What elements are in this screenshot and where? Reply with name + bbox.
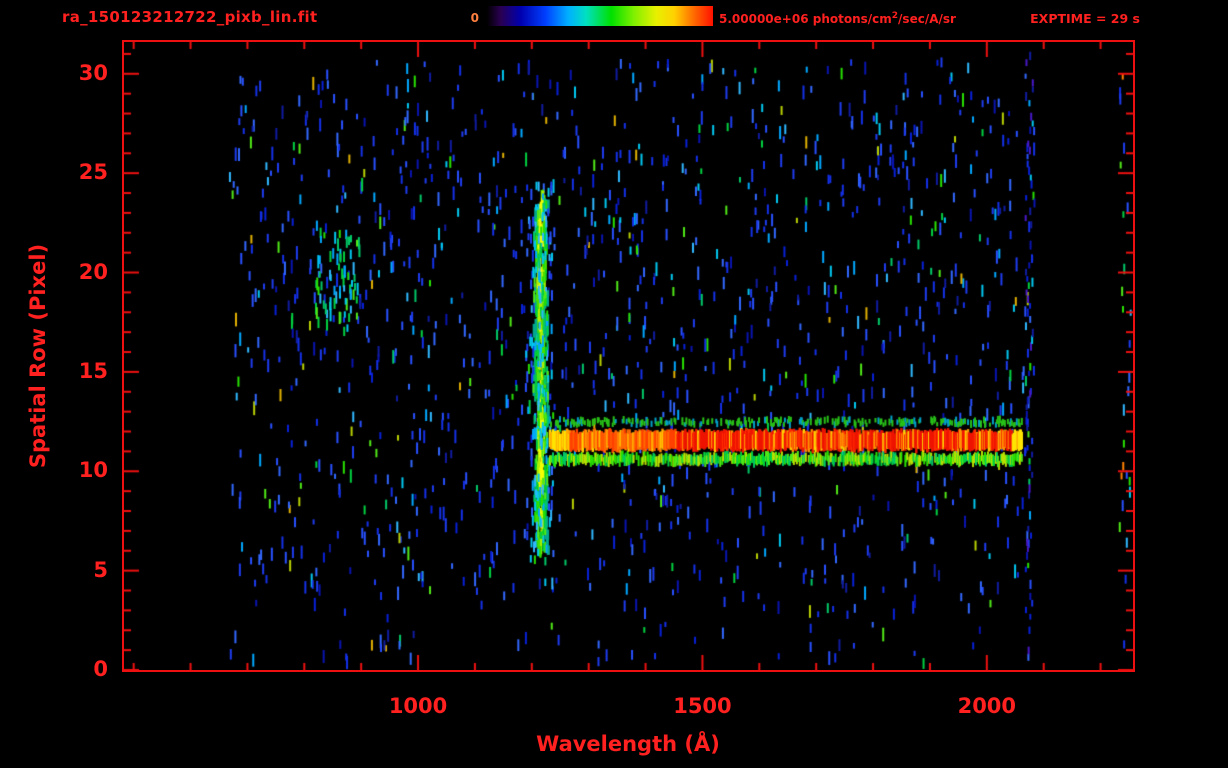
colorbar-min-label: 0	[470, 11, 479, 25]
colorbar-max-label: 5.00000e+06 photons/cm2/sec/A/sr	[719, 11, 956, 26]
y-tick-label: 20	[78, 259, 108, 284]
exptime-label: EXPTIME = 29 s	[1030, 11, 1140, 26]
y-tick-label: 0	[93, 657, 108, 681]
colorbar-max-prefix: 5.00000e+06 photons/cm	[719, 12, 892, 26]
y-tick-label: 5	[93, 557, 108, 582]
spectral-image-canvas	[124, 42, 1133, 670]
x-axis-title: Wavelength (Å)	[536, 732, 720, 756]
y-tick-label: 10	[78, 458, 108, 483]
y-axis-title: Spatial Row (Pixel)	[26, 243, 50, 469]
colorbar-gradient	[487, 6, 713, 26]
colorbar-squared-sup: 2	[891, 11, 899, 21]
x-tick-label: 1500	[673, 694, 732, 718]
x-tick-label: 2000	[957, 694, 1017, 718]
plot-frame	[122, 40, 1135, 672]
x-tick-label: 1000	[388, 694, 448, 718]
y-tick-label: 25	[78, 160, 108, 185]
y-tick-label: 15	[78, 358, 108, 383]
colorbar-max-suffix: /sec/A/sr	[898, 12, 956, 26]
y-tick-label: 30	[78, 60, 108, 85]
file-title: ra_150123212722_pixb_lin.fit	[62, 8, 318, 26]
